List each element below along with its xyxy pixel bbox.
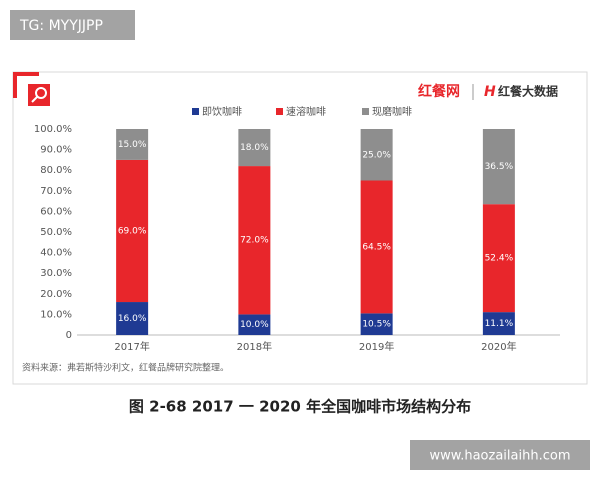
y-tick-label: 30.0%: [40, 268, 72, 279]
bar-segment: [482, 129, 515, 205]
y-tick-label: 20.0%: [40, 289, 72, 300]
search-icon: [31, 96, 38, 103]
bar-segment: [116, 129, 149, 160]
logo-sub: 红餐大数据: [498, 84, 558, 99]
bar-segment: [360, 129, 393, 181]
data-label: 52.4%: [485, 254, 514, 264]
y-tick-label: 70.0%: [40, 186, 72, 197]
legend-marker: [276, 108, 283, 115]
watermark: TG: MYYJJPP: [19, 18, 103, 34]
data-label: 69.0%: [118, 226, 147, 236]
y-tick-label: 90.0%: [40, 145, 72, 156]
legend-label: 速溶咖啡: [286, 105, 326, 118]
legend-label: 现磨咖啡: [372, 106, 412, 118]
y-tick-label: 80.0%: [40, 165, 72, 176]
x-tick-label: 2017年: [114, 340, 149, 353]
legend-marker: [362, 108, 369, 115]
y-tick-label: 0: [66, 330, 72, 341]
y-tick-label: 10.0%: [40, 309, 72, 320]
site-watermark: www.haozailaihh.com: [430, 449, 571, 464]
data-label: 36.5%: [485, 162, 514, 172]
bar-segment: [238, 166, 271, 315]
bar-segment: [360, 313, 393, 335]
data-label: 25.0%: [362, 150, 391, 160]
bar-segment: [238, 129, 271, 167]
data-label: 15.0%: [118, 140, 147, 150]
y-tick-label: 50.0%: [40, 227, 72, 238]
data-label: 64.5%: [362, 242, 391, 252]
logo-brand: 红餐网: [418, 83, 460, 100]
x-tick-label: 2018年: [237, 340, 272, 353]
y-tick-label: 40.0%: [40, 248, 72, 259]
legend-marker: [192, 108, 199, 115]
data-label: 10.5%: [362, 320, 391, 330]
legend-label: 即饮咖啡: [202, 105, 242, 118]
y-tick-label: 60.0%: [40, 206, 72, 217]
logo-h: H: [484, 84, 496, 100]
data-label: 72.0%: [240, 236, 269, 246]
watermark-box: [10, 10, 135, 40]
search-icon: [35, 87, 47, 99]
data-label: 18.0%: [240, 143, 269, 153]
x-tick-label: 2020年: [481, 340, 516, 353]
frame-accent: [13, 72, 39, 76]
bar-segment: [116, 302, 149, 335]
bar-segment: [482, 204, 515, 313]
y-tick-label: 100.0%: [34, 124, 72, 135]
bar-segment: [482, 312, 515, 335]
frame-accent: [13, 72, 17, 98]
bar-segment: [116, 159, 149, 303]
x-tick-label: 2019年: [359, 340, 394, 353]
data-label: 10.0%: [240, 320, 269, 330]
bar-segment: [360, 180, 393, 314]
search-icon-bg: [28, 84, 50, 106]
caption: 图 2-68 2017 一 2020 年全国咖啡市场结构分布: [129, 398, 471, 416]
bar-segment: [238, 314, 271, 335]
data-label: 16.0%: [118, 314, 147, 324]
source: 资料来源：弗若斯特沙利文，红餐品牌研究院整理。: [22, 362, 229, 374]
site-watermark-box: [410, 440, 590, 470]
data-label: 11.1%: [485, 319, 514, 329]
